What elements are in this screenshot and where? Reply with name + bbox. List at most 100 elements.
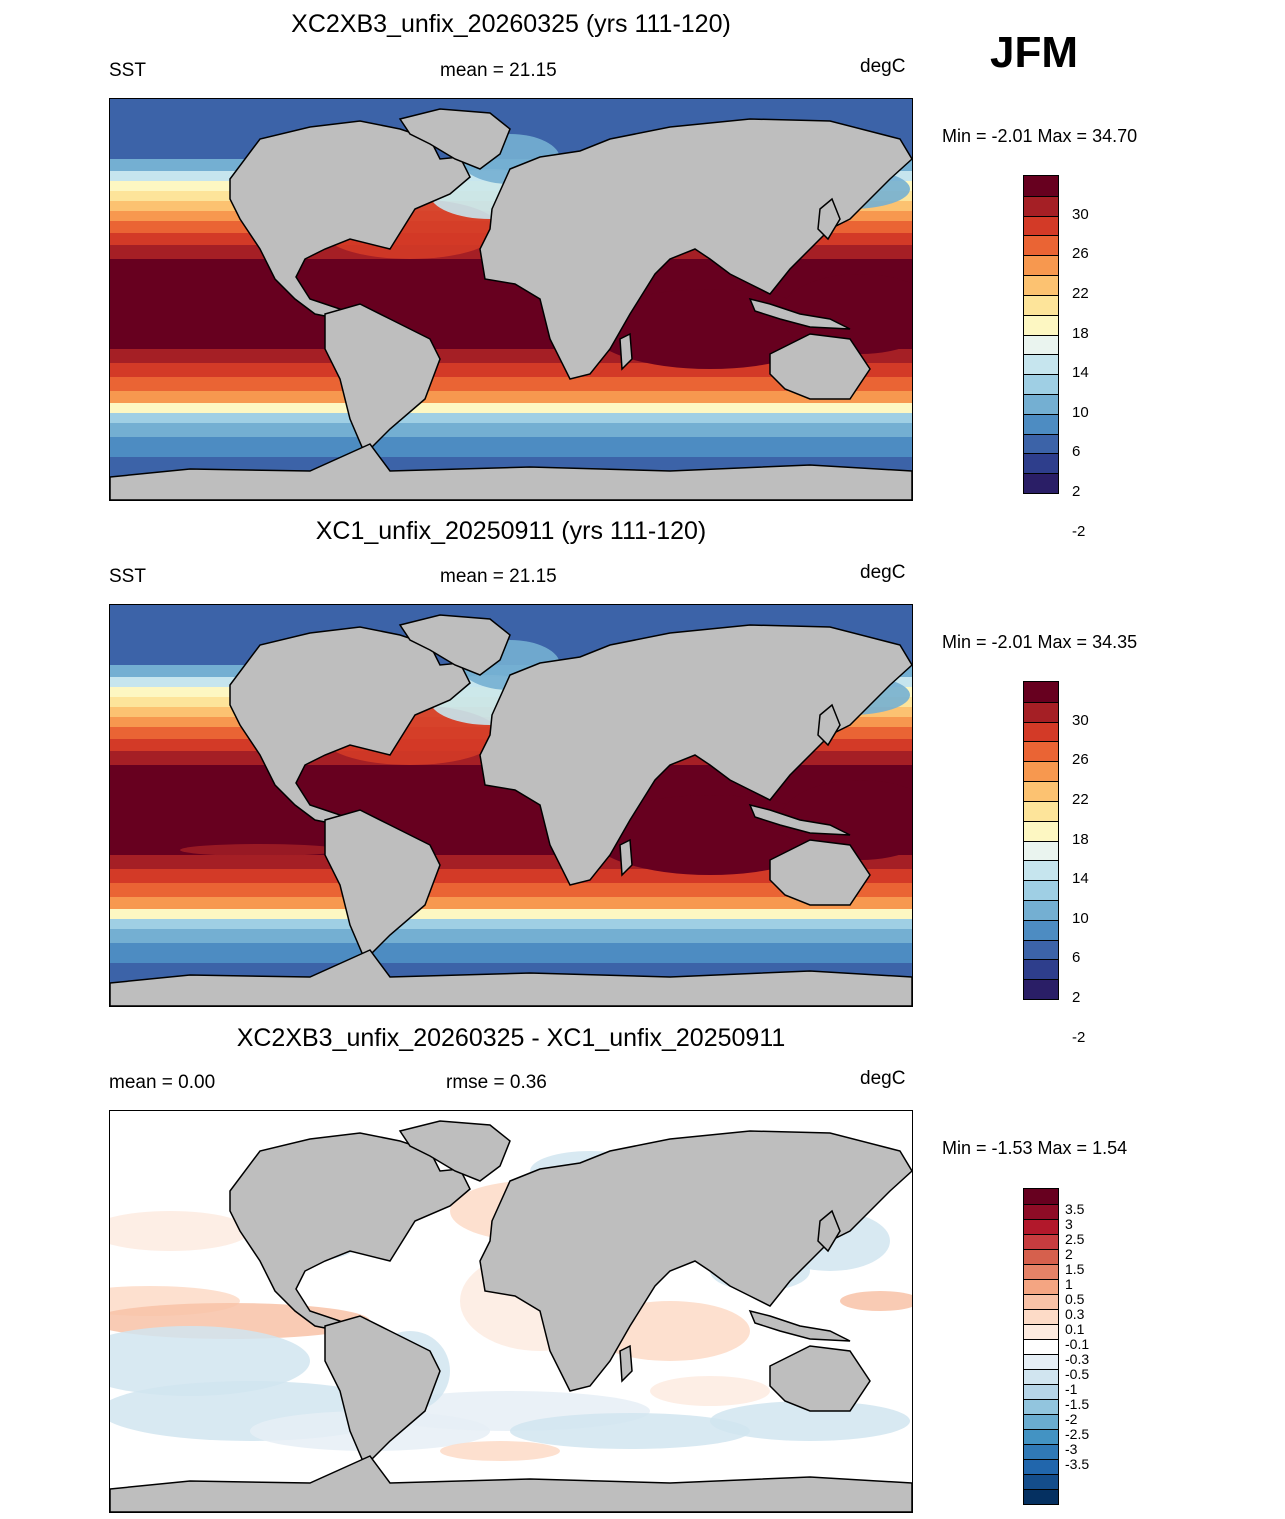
panel-1-units-label: degC (860, 56, 906, 77)
panel-3-title: XC2XB3_unfix_20260325 - XC1_unfix_202509… (236, 1024, 786, 1052)
ocean-contour-band (110, 413, 912, 423)
panel-1-colorbar-swatch (1024, 413, 1058, 434)
panel-3-colorbar-swatch (1024, 1399, 1058, 1414)
panel-3-colorbar-swatch (1024, 1264, 1058, 1279)
ocean-contour-band (110, 403, 912, 413)
land-mass (324, 809, 441, 962)
panel-2-mean-label: mean = 21.15 (440, 566, 557, 587)
panel-1-colorbar-tick-label: 6 (1072, 443, 1081, 461)
panel-3-colorbar-swatch (1024, 1429, 1058, 1444)
ocean-contour-blob (110, 1211, 250, 1251)
panel-3-colorbar-swatch (1024, 1204, 1058, 1219)
land-mass (229, 120, 471, 320)
panel-3-colorbar-tick-label: -2 (1065, 1410, 1078, 1427)
panel-2-minmax: Min = -2.01 Max = 34.35 (942, 632, 1138, 652)
land-mass (324, 303, 441, 456)
ocean-contour-band (110, 423, 912, 437)
panel-2-colorbar-swatch (1024, 899, 1058, 920)
land-mass (479, 1130, 912, 1392)
panel-1-colorbar-swatch (1024, 176, 1058, 196)
panel-3-colorbar-tick-label: 2 (1065, 1245, 1073, 1262)
panel-3-colorbar-tick-label: 2.5 (1065, 1230, 1085, 1247)
panel-2-colorbar-swatch (1024, 840, 1058, 861)
land-mass (748, 297, 851, 330)
panel-2-colorbar-tick-label: 26 (1072, 751, 1089, 769)
ocean-contour-blob (710, 1401, 910, 1441)
ocean-contour-band (110, 943, 912, 963)
panel-2-colorbar-tick-label: 2 (1072, 989, 1081, 1006)
panel-3-colorbar-swatch (1024, 1219, 1058, 1234)
panel-2-colorbar-swatch (1024, 701, 1058, 722)
land-mass (769, 1345, 871, 1412)
ocean-contour-band (110, 909, 912, 919)
panel-2-colorbar-swatch (1024, 939, 1058, 960)
ocean-contour-blob (510, 1413, 750, 1449)
panel-1-colorbar-swatch (1024, 393, 1058, 414)
land-mass (398, 108, 511, 170)
panel-3-colorbar-tick-label: 0.5 (1065, 1290, 1085, 1307)
ocean-contour-band (110, 897, 912, 909)
ocean-contour-band (110, 919, 912, 929)
panel-3-colorbar-swatch (1024, 1444, 1058, 1459)
panel-3-colorbar-swatch (1024, 1324, 1058, 1339)
panel-2-colorbar-tick-label: 22 (1072, 790, 1089, 808)
panel-2-units-label: degC (860, 562, 906, 583)
panel-2-colorbar-swatch (1024, 800, 1058, 821)
panel-3-colorbar (1023, 1188, 1059, 1505)
ocean-contour-band (110, 437, 912, 457)
panel-3-colorbar-swatch (1024, 1354, 1058, 1369)
panel-1-colorbar-swatch (1024, 374, 1058, 394)
panel-2-variable-label: SST (109, 566, 146, 587)
panel-3-colorbar-swatch (1024, 1369, 1058, 1384)
ocean-contour-band (110, 391, 912, 403)
panel-1-variable-label: SST (109, 60, 146, 81)
panel-1-colorbar-tick-label: 14 (1072, 364, 1089, 382)
land-mass (769, 839, 871, 906)
ocean-contour-blob (180, 844, 340, 856)
ocean-contour-band (110, 929, 912, 943)
panel-3-colorbar-swatch (1024, 1234, 1058, 1249)
panel-1-colorbar-tick-label: 22 (1072, 284, 1089, 302)
panel-1-colorbar-swatch (1024, 334, 1058, 355)
panel-3-colorbar-swatch (1024, 1384, 1058, 1399)
panel-2-colorbar-tick-label: -2 (1072, 1028, 1086, 1046)
panel-2-map (109, 604, 913, 1007)
land-mass (324, 1315, 441, 1468)
panel-3-colorbar-swatch (1024, 1459, 1058, 1474)
panel-3-units-label: degC (860, 1068, 906, 1089)
ocean-contour-band (110, 377, 912, 391)
land-mass (619, 838, 633, 877)
panel-1-colorbar-tick-label: 2 (1072, 483, 1081, 500)
panel-2-colorbar (1023, 681, 1059, 1000)
panel-3-colorbar-tick-label: -1 (1065, 1380, 1078, 1397)
panel-2-colorbar-swatch (1024, 919, 1058, 940)
panel-1-colorbar-swatch (1024, 433, 1058, 454)
land-mass (479, 118, 912, 380)
panel-1-colorbar-swatch (1024, 453, 1058, 474)
panel-3-colorbar-tick-label: -1.5 (1065, 1395, 1090, 1412)
panel-1-colorbar-swatch (1024, 354, 1058, 375)
land-mass (817, 1209, 841, 1253)
panel-3-colorbar-tick-label: -0.1 (1065, 1335, 1090, 1352)
land-mass (479, 624, 912, 886)
panel-1-colorbar-swatch (1024, 294, 1058, 315)
land-mass (817, 703, 841, 747)
land-mass (398, 1120, 511, 1182)
land-mass (229, 626, 471, 826)
panel-2-colorbar-tick-label: 30 (1072, 711, 1089, 729)
panel-3-colorbar-swatch (1024, 1309, 1058, 1324)
ocean-contour-blob (440, 1441, 560, 1461)
ocean-contour-blob (840, 1291, 912, 1311)
panel-1-minmax: Min = -2.01 Max = 34.70 (942, 126, 1138, 146)
panel-3-colorbar-tick-label: 0.1 (1065, 1320, 1085, 1337)
land-mass (769, 333, 871, 400)
panel-3-colorbar-tick-label: 0.3 (1065, 1305, 1085, 1322)
panel-1-colorbar-swatch (1024, 314, 1058, 335)
panel-3-mean-label: mean = 0.00 (109, 1072, 216, 1093)
panel-2-colorbar-swatch (1024, 741, 1058, 762)
panel-2-colorbar-swatch (1024, 959, 1058, 980)
ocean-contour-band (110, 883, 912, 897)
panel-1-colorbar (1023, 175, 1059, 494)
panel-3-colorbar-tick-label: -2.5 (1065, 1425, 1090, 1442)
panel-2-colorbar-swatch (1024, 761, 1058, 782)
